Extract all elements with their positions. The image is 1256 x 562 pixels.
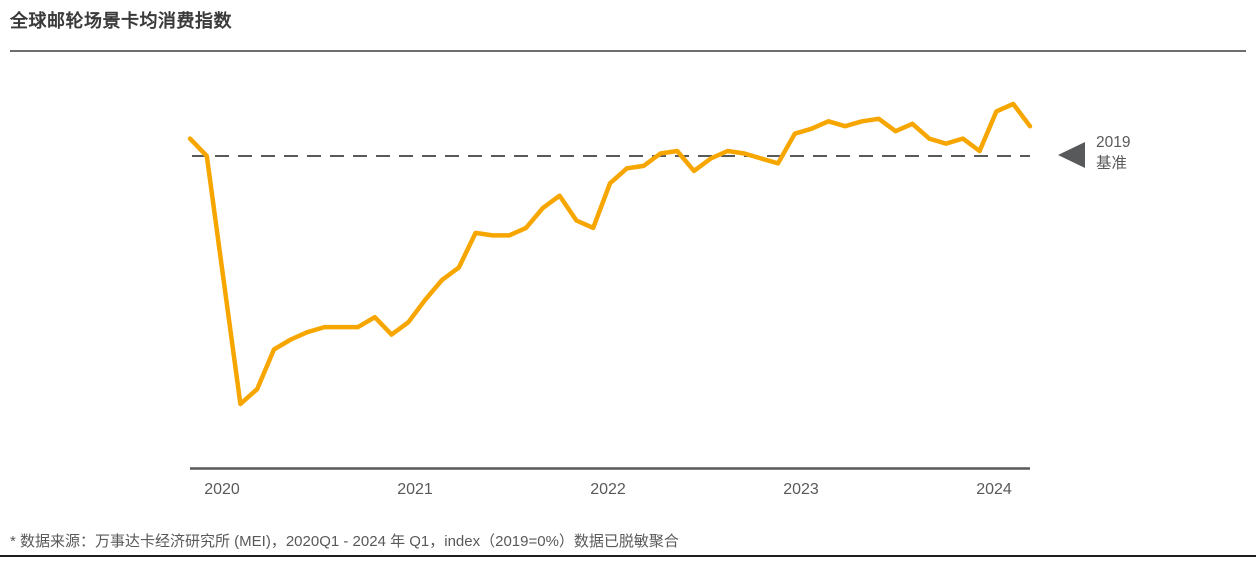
x-axis-year-label: 2021	[397, 481, 433, 498]
footnote: * 数据来源：万事达卡经济研究所 (MEI)，2020Q1 - 2024 年 Q…	[10, 533, 679, 550]
x-axis-year-label: 2022	[590, 481, 626, 498]
title-divider	[10, 50, 1246, 52]
page-title: 全球邮轮场景卡均消费指数	[10, 11, 232, 31]
index-line-series	[187, 101, 1033, 407]
baseline-marker-caption: 基准	[1096, 155, 1128, 172]
baseline-marker-year: 2019	[1096, 134, 1131, 151]
chart-area	[187, 101, 1033, 470]
x-axis-year-label: 2024	[976, 481, 1012, 498]
x-axis-year-label: 2023	[783, 481, 819, 498]
x-axis-year-label: 2020	[204, 481, 240, 498]
baseline-marker-triangle-icon	[1058, 142, 1085, 168]
bottom-border	[0, 555, 1256, 557]
baseline-marker-label: 2019 基准	[1096, 132, 1130, 174]
